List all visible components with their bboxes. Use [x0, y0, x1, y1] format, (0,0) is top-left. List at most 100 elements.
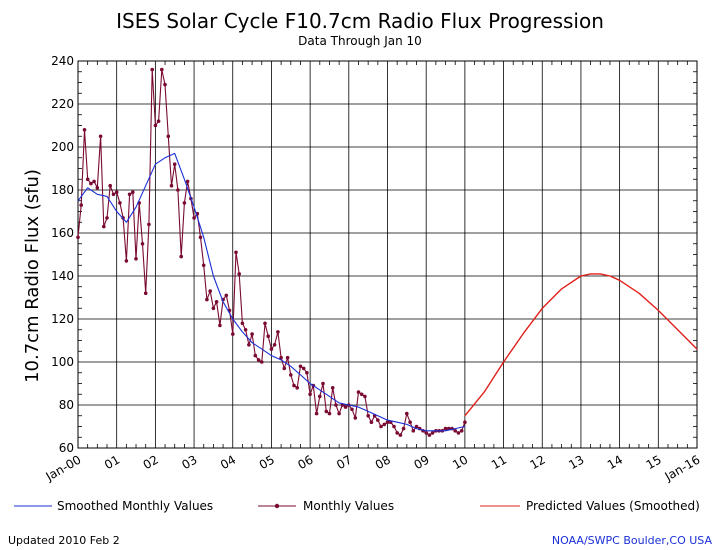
data-point-monthly-values	[350, 407, 354, 412]
x-tick-label-8: 08	[373, 452, 393, 472]
x-tick-label-15: 15	[644, 452, 664, 472]
data-point-monthly-values	[140, 242, 145, 246]
data-point-monthly-values	[263, 321, 267, 326]
y-tick-label-120: 120	[51, 312, 74, 326]
data-point-monthly-values	[127, 192, 132, 197]
data-point-monthly-values	[172, 162, 177, 166]
data-point-monthly-values	[301, 366, 306, 371]
data-point-monthly-values	[318, 394, 322, 399]
x-tick-label-13: 13	[566, 452, 586, 472]
y-tick-label-100: 100	[51, 355, 74, 369]
data-point-monthly-values	[385, 420, 390, 425]
data-point-monthly-values	[401, 426, 406, 431]
data-point-monthly-values	[237, 272, 241, 276]
data-point-monthly-values	[253, 353, 258, 358]
data-point-monthly-values	[105, 216, 109, 220]
data-point-monthly-values	[147, 222, 151, 227]
data-point-monthly-values	[382, 422, 387, 427]
data-point-monthly-values	[366, 414, 371, 418]
series-layer	[76, 67, 698, 437]
plot-frame	[77, 60, 698, 449]
y-tick-label-80: 80	[59, 398, 74, 412]
data-point-monthly-values	[463, 420, 467, 425]
data-point-monthly-values	[243, 328, 248, 332]
legend-marker-monthly	[274, 503, 280, 509]
legend-label-predicted: Predicted Values (Smoothed)	[526, 499, 700, 513]
data-point-monthly-values	[324, 409, 329, 414]
data-point-monthly-values	[118, 201, 122, 205]
data-point-monthly-values	[208, 289, 212, 293]
credit-text: NOAA/SWPC Boulder,CO USA	[552, 534, 713, 547]
data-point-monthly-values	[192, 216, 196, 220]
data-point-monthly-values	[398, 433, 403, 437]
data-point-monthly-values	[211, 306, 216, 311]
data-point-monthly-values	[234, 250, 238, 255]
data-point-monthly-values	[198, 235, 203, 240]
data-point-monthly-values	[124, 259, 129, 263]
x-tick-label-9: 09	[411, 452, 431, 472]
data-point-monthly-values	[279, 355, 283, 360]
data-point-monthly-values	[408, 420, 412, 425]
data-point-monthly-values	[427, 433, 432, 437]
data-point-monthly-values	[337, 411, 341, 416]
data-point-monthly-values	[82, 128, 87, 132]
data-point-monthly-values	[150, 67, 154, 72]
y-tick-label-220: 220	[51, 97, 74, 111]
data-point-monthly-values	[92, 179, 96, 184]
data-point-monthly-values	[260, 360, 264, 364]
data-point-monthly-values	[356, 390, 361, 394]
data-point-monthly-values	[379, 424, 383, 429]
x-tick-label-5: 05	[257, 452, 277, 472]
data-point-monthly-values	[247, 343, 251, 347]
y-tick-label-180: 180	[51, 183, 74, 197]
legend-label-smoothed: Smoothed Monthly Values	[57, 499, 213, 513]
data-point-monthly-values	[156, 119, 161, 123]
x-tick-labels: Jan-00 01 02 03 04 05 06 07 08 09 10 11 12 13 14 15Jan-…	[43, 452, 703, 484]
data-point-monthly-values	[111, 192, 116, 197]
data-point-monthly-values	[453, 429, 458, 433]
legend: Smoothed Monthly Values Monthly Values P…	[14, 499, 700, 513]
data-point-monthly-values	[298, 364, 303, 369]
data-point-monthly-values	[289, 373, 293, 377]
x-tick-label-1: 01	[102, 452, 122, 472]
x-tick-label-6: 06	[295, 452, 315, 472]
data-point-monthly-values	[456, 431, 461, 435]
data-point-monthly-values	[250, 332, 254, 336]
data-point-monthly-values	[282, 366, 287, 371]
y-tick-label-160: 160	[51, 226, 74, 240]
data-point-monthly-values	[131, 190, 135, 194]
data-point-monthly-values	[266, 334, 271, 339]
grid	[77, 60, 698, 449]
y-tick-label-200: 200	[51, 140, 74, 154]
x-tick-label-3: 03	[179, 452, 199, 472]
data-point-monthly-values	[269, 347, 274, 351]
data-point-monthly-values	[334, 403, 338, 407]
data-point-monthly-values	[160, 67, 164, 72]
data-point-monthly-values	[305, 371, 309, 375]
x-tick-label-7: 07	[334, 452, 354, 472]
x-tick-label-12: 12	[528, 452, 548, 472]
data-point-monthly-values	[143, 291, 148, 296]
data-point-monthly-values	[369, 420, 374, 425]
y-tick-label-60: 60	[59, 441, 74, 455]
data-point-monthly-values	[363, 394, 367, 399]
x-tick-label-0: Jan-00	[43, 452, 84, 484]
data-point-monthly-values	[205, 297, 209, 302]
data-point-monthly-values	[224, 293, 229, 298]
data-point-monthly-values	[395, 431, 400, 435]
data-point-monthly-values	[424, 431, 429, 435]
chart-title: ISES Solar Cycle F10.7cm Radio Flux Prog…	[116, 9, 604, 33]
data-point-monthly-values	[89, 181, 93, 186]
data-point-monthly-values	[185, 179, 190, 184]
data-point-monthly-values	[214, 300, 219, 304]
data-point-monthly-values	[285, 355, 290, 360]
data-point-monthly-values	[459, 429, 464, 433]
data-point-monthly-values	[166, 134, 171, 139]
data-point-monthly-values	[218, 323, 222, 328]
series-line-predicted-values-smoothed	[464, 273, 698, 417]
x-tick-label-11: 11	[489, 452, 509, 472]
data-point-monthly-values	[330, 386, 335, 390]
data-point-monthly-values	[114, 190, 119, 194]
data-point-monthly-values	[108, 183, 112, 188]
